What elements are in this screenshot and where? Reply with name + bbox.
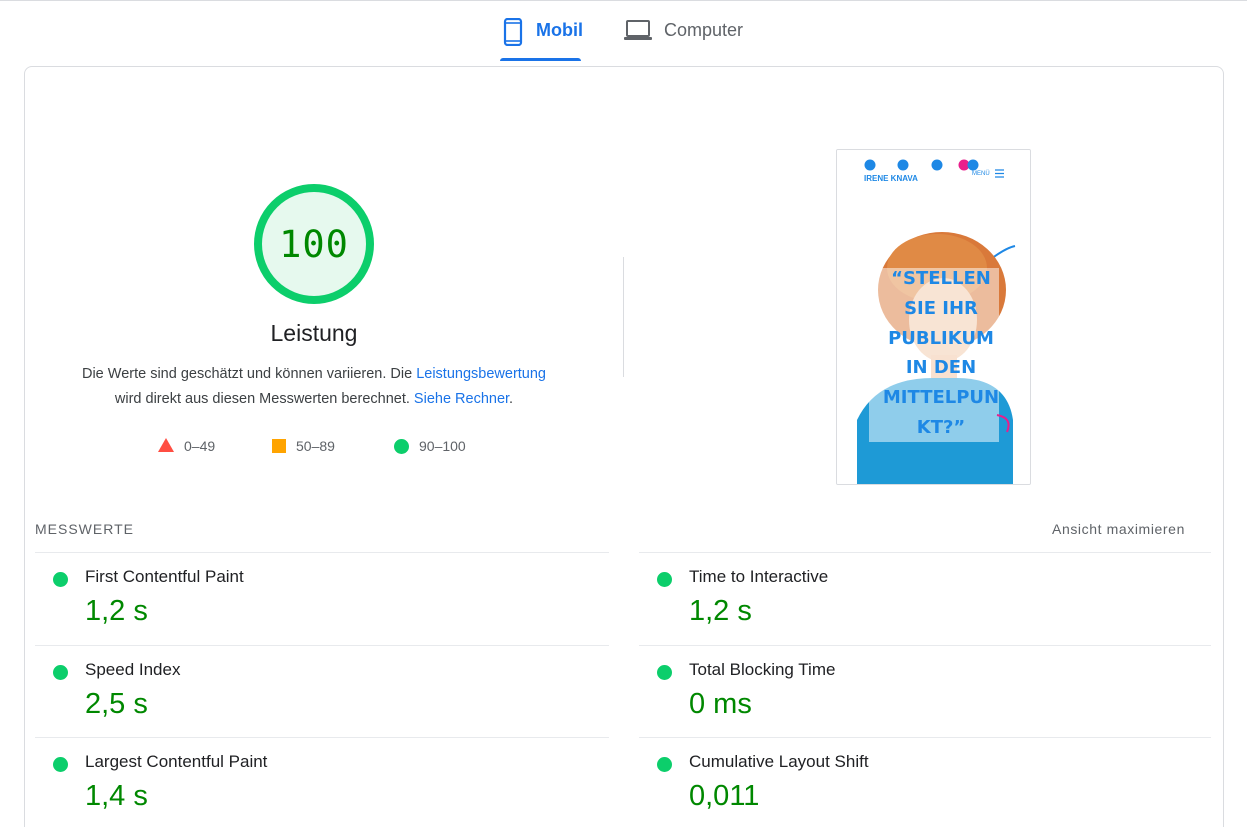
score-calc-link[interactable]: Leistungsbewertung xyxy=(416,366,546,382)
divider xyxy=(35,645,609,646)
pass-circle-icon xyxy=(657,757,672,772)
legend-pass: 90–100 xyxy=(394,436,466,456)
legend-average-range: 50–89 xyxy=(296,438,335,454)
metric-total-blocking-time: Total Blocking Time 0 ms xyxy=(639,646,1199,736)
tab-mobile[interactable]: Mobil xyxy=(500,12,583,61)
pass-circle-icon xyxy=(53,665,68,680)
metric-value: 2,5 s xyxy=(85,688,148,720)
metric-value: 1,2 s xyxy=(689,595,752,627)
metric-label: Time to Interactive xyxy=(689,567,829,586)
circle-icon xyxy=(394,438,409,454)
metric-value: 0 ms xyxy=(689,688,752,720)
desc-text-2: wird direkt aus diesen Messwerten berech… xyxy=(114,391,414,407)
metrics-header: MESSWERTE xyxy=(35,521,134,537)
tab-desktop-label: Computer xyxy=(664,20,744,40)
metric-value: 1,4 s xyxy=(85,780,148,812)
laptop-icon xyxy=(624,18,652,42)
hamburger-icon xyxy=(995,169,1004,178)
pass-circle-icon xyxy=(53,757,68,772)
smartphone-icon xyxy=(502,18,524,46)
expand-view-toggle[interactable]: Ansicht maximieren xyxy=(1052,521,1185,537)
vertical-divider xyxy=(623,257,624,377)
metric-speed-index: Speed Index 2,5 s xyxy=(35,646,595,736)
performance-gauge: 100 xyxy=(252,182,376,306)
divider xyxy=(639,552,1211,553)
screenshot-headline-line: “STELLEN xyxy=(891,268,991,289)
metric-value: 0,011 xyxy=(689,780,760,812)
metric-value: 1,2 s xyxy=(85,595,148,627)
top-border xyxy=(0,0,1247,1)
metric-largest-contentful-paint: Largest Contentful Paint 1,4 s xyxy=(35,738,595,827)
tab-mobile-label: Mobil xyxy=(536,20,583,40)
metric-time-to-interactive: Time to Interactive 1,2 s xyxy=(639,553,1199,643)
tab-desktop[interactable]: Computer xyxy=(624,12,764,61)
legend-average: 50–89 xyxy=(272,436,335,456)
screenshot-illustration: IRENE KNAVA MENÜ “STELLEN SIE IHR PUBLIK… xyxy=(837,150,1030,484)
divider xyxy=(639,645,1211,646)
calculator-link[interactable]: Siehe Rechner xyxy=(413,391,510,407)
metric-label: First Contentful Paint xyxy=(85,567,244,586)
pass-circle-icon xyxy=(657,665,672,680)
gauge-title: Leistung xyxy=(270,320,358,346)
metric-label: Total Blocking Time xyxy=(689,660,836,679)
gauge-score: 100 xyxy=(279,222,349,266)
screenshot-headline-line: IN DEN xyxy=(906,357,976,378)
desc-text-1: Die Werte sind geschätzt und können vari… xyxy=(81,366,417,382)
square-icon xyxy=(272,439,286,453)
metric-label: Speed Index xyxy=(85,660,181,679)
metric-first-contentful-paint: First Contentful Paint 1,2 s xyxy=(35,553,595,643)
screenshot-brand: IRENE KNAVA xyxy=(864,174,918,183)
legend-fail-range: 0–49 xyxy=(184,438,216,454)
triangle-icon xyxy=(158,437,174,455)
divider xyxy=(35,552,609,553)
desc-text-3: . xyxy=(509,391,514,407)
legend-pass-range: 90–100 xyxy=(419,438,466,454)
metric-cumulative-layout-shift: Cumulative Layout Shift 0,011 xyxy=(639,738,1199,827)
pass-circle-icon xyxy=(53,572,68,587)
device-tabs: Mobil Computer xyxy=(0,0,1247,62)
active-tab-indicator xyxy=(500,58,581,61)
divider xyxy=(35,737,609,738)
pass-circle-icon xyxy=(657,572,672,587)
metric-label: Cumulative Layout Shift xyxy=(689,752,869,771)
legend-fail: 0–49 xyxy=(158,436,215,456)
page-screenshot: IRENE KNAVA MENÜ “STELLEN SIE IHR PUBLIK… xyxy=(836,149,1031,485)
screenshot-headline-line: MITTELPUN xyxy=(883,387,999,408)
divider xyxy=(639,737,1211,738)
screenshot-headline-line: SIE IHR xyxy=(904,298,978,319)
screenshot-headline-line: KT?” xyxy=(917,417,966,438)
metric-label: Largest Contentful Paint xyxy=(85,752,268,771)
screenshot-menu: MENÜ xyxy=(972,170,990,177)
score-description: Die Werte sind geschätzt und können vari… xyxy=(64,362,564,412)
gauge-ring xyxy=(254,184,374,304)
screenshot-headline-line: PUBLIKUM xyxy=(888,328,994,349)
